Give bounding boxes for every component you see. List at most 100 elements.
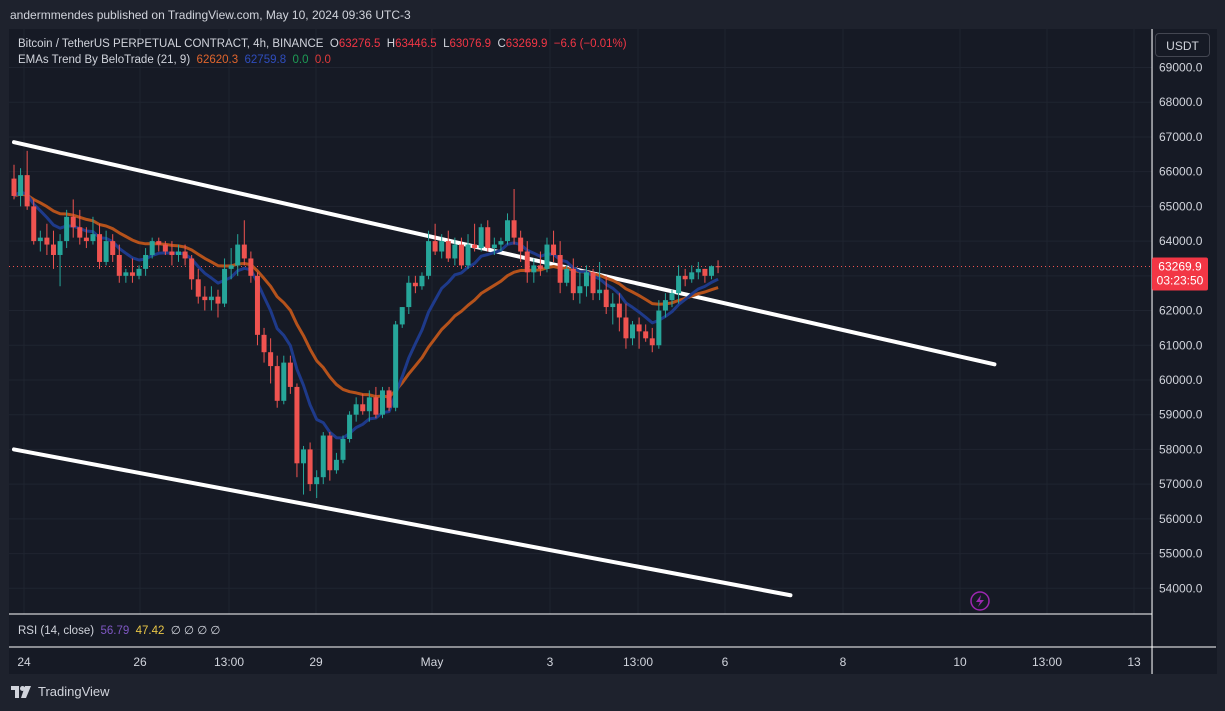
trendlines	[9, 140, 1152, 598]
trendline-upper	[12, 140, 997, 367]
rsi-ma-value: 47.42	[135, 625, 165, 637]
candle-body	[643, 331, 649, 339]
time-tick-label: 13	[1127, 655, 1141, 669]
rsi-name[interactable]: RSI (14, close)	[18, 625, 95, 637]
candle-body	[603, 289, 609, 308]
tradingview-brand[interactable]: TradingView	[10, 684, 110, 699]
candle-body	[287, 362, 293, 387]
bar-countdown: 03:23:50	[1157, 273, 1204, 287]
candle-body	[261, 334, 267, 353]
ema-lines	[13, 190, 719, 440]
candle-body	[577, 286, 583, 294]
candle-body	[386, 390, 392, 408]
candle-body	[366, 397, 372, 412]
price-tick-label: 56000.0	[1159, 512, 1203, 526]
candle-body	[254, 275, 260, 335]
time-tick-label: 13:00	[1032, 655, 1062, 669]
candle-body	[676, 275, 682, 294]
ema21-value: 62620.3	[196, 54, 239, 66]
candle-body	[57, 241, 63, 255]
candle-body	[90, 234, 96, 242]
candle-body	[50, 244, 56, 255]
candle-body	[583, 272, 589, 287]
candle-body	[37, 237, 43, 242]
candle-body	[531, 265, 537, 273]
candle-body	[590, 272, 596, 294]
time-tick-label: 6	[722, 655, 729, 669]
candle-body	[24, 175, 30, 207]
last-price-value: 63269.9	[1158, 259, 1202, 273]
symbol-name[interactable]: Bitcoin / TetherUS PERPETUAL CONTRACT, 4…	[18, 38, 324, 50]
price-tick-label: 61000.0	[1159, 338, 1203, 352]
candle-body	[557, 254, 563, 283]
price-tick-labels: 54000.0 55000.0 56000.0 57000.0 58000.0 59000…	[1159, 61, 1203, 596]
ohlc-close-label: C	[497, 38, 506, 50]
candle-body	[129, 272, 135, 276]
candle-body	[662, 300, 668, 311]
price-tick-label: 62000.0	[1159, 304, 1203, 318]
candle-body	[222, 268, 228, 304]
candle-body	[77, 227, 83, 238]
candle-body	[241, 244, 247, 259]
candle-body	[452, 244, 458, 259]
candles	[11, 150, 721, 499]
symbol-legend-row: Bitcoin / TetherUS PERPETUAL CONTRACT, 4…	[18, 36, 627, 52]
candle-body	[248, 258, 254, 276]
ohlc-high: 63446.5	[395, 38, 437, 50]
candle-body	[353, 404, 359, 415]
candle-body	[116, 254, 122, 276]
time-tick-labels: 24 26 13:00 29 May 3 13:00 6 8 10 13:00 13	[17, 655, 1141, 669]
candle-body	[702, 268, 708, 276]
candle-body	[143, 254, 149, 269]
price-tick-label: 69000.0	[1159, 61, 1203, 75]
candle-body	[630, 324, 636, 339]
candle-body	[215, 296, 221, 304]
time-tick-label: 13:00	[623, 655, 653, 669]
tradingview-logo-icon	[11, 685, 31, 698]
last-price-label: 63269.903:23:50	[1152, 257, 1208, 291]
candle-body	[301, 449, 307, 464]
indicator-name[interactable]: EMAs Trend By BeloTrade (21, 9)	[18, 54, 191, 66]
ohlc-low: 63076.9	[449, 38, 492, 50]
candle-body	[333, 459, 339, 471]
candle-body	[235, 244, 241, 266]
price-tick-label: 66000.0	[1159, 165, 1203, 179]
candle-body	[537, 265, 543, 269]
price-axis[interactable]	[1152, 29, 1217, 674]
candle-body	[182, 251, 188, 259]
candle-body	[393, 324, 399, 408]
candle-body	[610, 303, 616, 308]
time-tick-label: 3	[547, 655, 554, 669]
last-price-box	[1152, 257, 1208, 291]
candle-body	[524, 251, 530, 273]
time-tick-label: 8	[840, 655, 847, 669]
price-tick-label: 58000.0	[1159, 442, 1203, 456]
lightning-icon[interactable]	[970, 591, 990, 611]
indicator-value-4: 0.0	[314, 54, 331, 66]
currency-button[interactable]: USDT	[1155, 33, 1210, 57]
indicator-value-3: 0.0	[292, 54, 309, 66]
candle-body	[682, 275, 688, 280]
candle-body	[70, 216, 76, 228]
time-tick-label: 13:00	[214, 655, 244, 669]
candle-body	[695, 268, 701, 273]
candle-body	[511, 220, 517, 238]
ohlc-open-label: O	[329, 38, 339, 50]
candle-body	[162, 244, 168, 252]
candle-body	[268, 352, 274, 367]
time-tick-label: 24	[17, 655, 31, 669]
chart-legend: Bitcoin / TetherUS PERPETUAL CONTRACT, 4…	[18, 36, 627, 68]
candle-body	[485, 227, 491, 249]
price-tick-label: 65000.0	[1159, 199, 1203, 213]
trendline-lower	[12, 447, 793, 598]
price-tick-label: 60000.0	[1159, 373, 1203, 387]
candle-body	[689, 272, 695, 280]
candle-body	[156, 241, 162, 245]
price-tick-label: 57000.0	[1159, 477, 1203, 491]
candle-body	[11, 178, 17, 196]
price-tick-label: 68000.0	[1159, 95, 1203, 109]
price-change: −6.6 (−0.01%)	[553, 38, 627, 50]
candle-body	[208, 296, 214, 301]
candle-body	[274, 366, 280, 401]
